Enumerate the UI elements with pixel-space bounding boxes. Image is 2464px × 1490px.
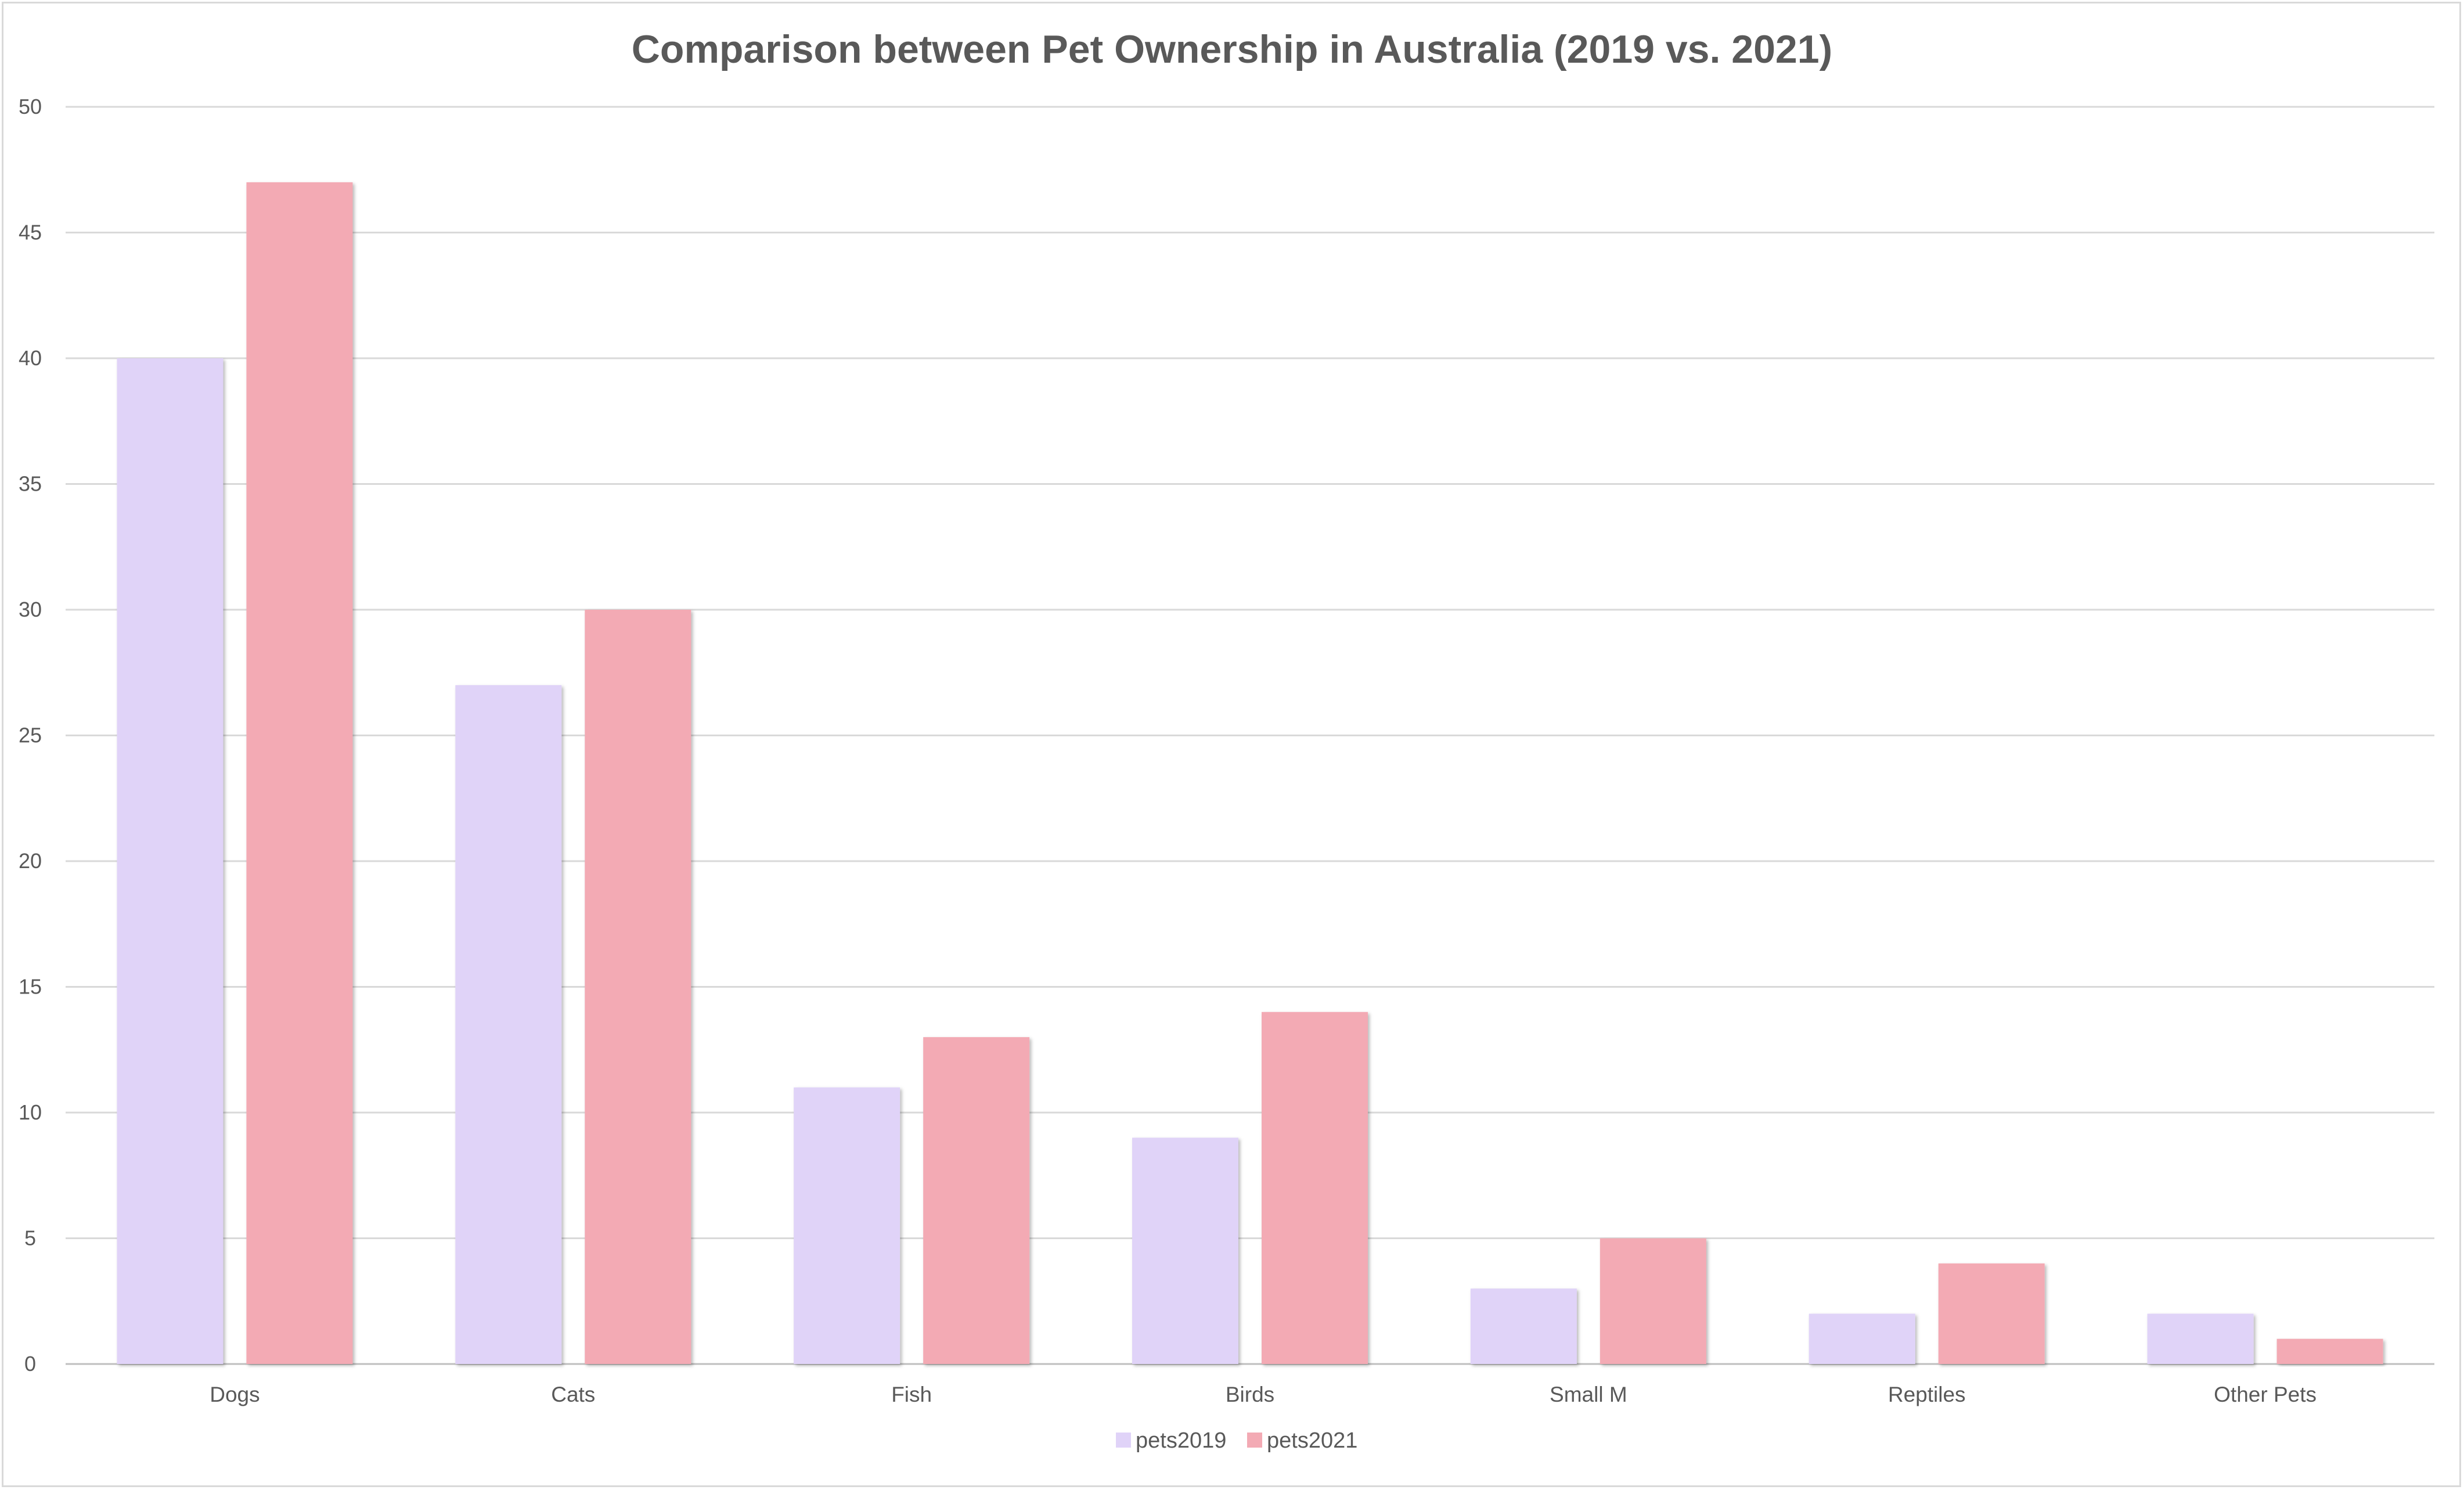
y-tick-label: 45	[19, 221, 42, 244]
x-category-label: Fish	[891, 1383, 932, 1406]
x-category-label: Cats	[551, 1383, 595, 1406]
legend-label-pets2021: pets2021	[1267, 1428, 1357, 1453]
x-category-label: Small M	[1550, 1383, 1627, 1406]
bar-pets2021-other-pets	[2276, 1338, 2383, 1364]
legend-swatch-pets2019	[1116, 1433, 1131, 1448]
bar-pets2019-other-pets	[2147, 1313, 2254, 1364]
y-tick-label: 0	[24, 1352, 36, 1376]
x-category-label: Reptiles	[1888, 1383, 1966, 1406]
bar-pets2021-small-m	[1600, 1238, 1706, 1364]
x-axis-categories: Dogs Cats Fish Birds Small M Reptiles Other Pe…	[210, 1383, 2317, 1406]
bar-pets2021-cats	[585, 610, 691, 1364]
bar-pets2019-cats	[455, 685, 562, 1364]
y-tick-label: 10	[19, 1100, 42, 1124]
bar-pets2019-dogs	[117, 358, 224, 1364]
bar-pets2021-birds	[1262, 1012, 1368, 1364]
y-tick-label: 15	[19, 975, 42, 999]
bar-pets2021-dogs	[246, 182, 353, 1364]
bar-pets2019-fish	[794, 1087, 900, 1364]
y-tick-label: 40	[19, 346, 42, 370]
bar-pets2021-reptiles	[1938, 1263, 2045, 1364]
bar-pets2019-small-m	[1470, 1289, 1577, 1364]
legend-swatch-pets2021	[1247, 1433, 1262, 1448]
x-category-label: Other Pets	[2214, 1383, 2317, 1406]
bar-pets2019-birds	[1132, 1138, 1238, 1364]
x-category-label: Dogs	[210, 1383, 260, 1406]
y-tick-label: 5	[24, 1226, 36, 1250]
y-tick-label: 35	[19, 472, 42, 496]
bars	[117, 182, 2383, 1364]
y-tick-label: 25	[19, 724, 42, 747]
x-category-label: Birds	[1226, 1383, 1274, 1406]
bar-pets2021-fish	[923, 1037, 1030, 1364]
y-tick-label: 50	[19, 95, 42, 118]
bar-pets2019-reptiles	[1809, 1313, 1915, 1364]
chart-title: Comparison between Pet Ownership in Aust…	[632, 27, 1832, 71]
legend: pets2019 pets2021	[1116, 1428, 1357, 1453]
y-axis-ticks: 0 5 10 15 20 25 30 35 40 45 50	[19, 95, 42, 1376]
y-tick-label: 20	[19, 849, 42, 873]
gridlines	[66, 106, 2434, 1365]
legend-label-pets2019: pets2019	[1136, 1428, 1226, 1453]
y-tick-label: 30	[19, 598, 42, 621]
